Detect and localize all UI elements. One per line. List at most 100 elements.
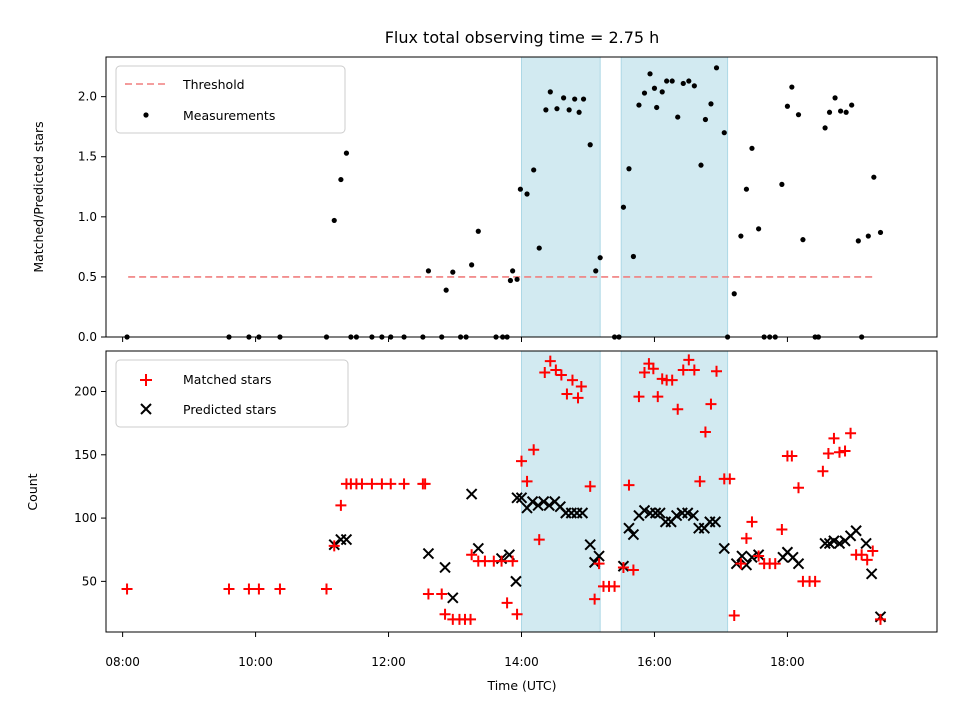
measurement-point [636, 102, 642, 108]
measurement-point [514, 276, 520, 282]
matched-star-marker [677, 364, 689, 376]
bottom-x-ticks: 08:00 10:00 12:00 14:00 16:00 18:00 [105, 632, 805, 669]
measurement-point [450, 269, 456, 275]
matched-star-marker [253, 583, 265, 595]
matched-star-marker [566, 374, 578, 386]
matched-star-marker [874, 613, 886, 625]
bottom-y-axis-label: Count [25, 473, 40, 510]
matched-star-marker [861, 554, 873, 566]
matched-stars-points [121, 354, 886, 625]
y-tick-label: 2.0 [78, 90, 97, 104]
predicted-star-marker [588, 556, 601, 569]
measurement-point [641, 90, 648, 96]
predicted-star-marker [537, 495, 550, 508]
matched-star-marker [356, 478, 368, 490]
measurement-point [795, 112, 802, 118]
matched-star-marker [501, 597, 513, 609]
measurement-point [626, 166, 632, 172]
matched-star-marker [728, 610, 740, 622]
measurement-point [543, 107, 549, 113]
measurement-point [469, 262, 475, 268]
measurement-point [708, 101, 714, 107]
matched-star-marker [753, 550, 765, 562]
predicted-star-marker [850, 525, 862, 537]
matched-star-marker [589, 593, 601, 605]
x-tick-label: 16:00 [637, 655, 672, 669]
measurement-point [343, 150, 350, 156]
measurement-point [554, 106, 560, 112]
matched-star-marker [550, 364, 562, 376]
observing-window-shade [521, 350, 601, 633]
matched-star-marker [699, 426, 711, 438]
predicted-star-marker [623, 522, 635, 534]
measurement-point [620, 204, 627, 210]
matched-star-marker [828, 432, 840, 444]
measurement-point [587, 142, 593, 148]
measurement-point [425, 268, 432, 274]
measurement-point [338, 176, 344, 183]
matched-star-marker [638, 367, 650, 379]
measurement-point [664, 78, 670, 84]
predicted-star-marker [576, 507, 589, 519]
predicted-star-marker [593, 550, 605, 562]
matched-star-marker [436, 588, 448, 600]
measurement-point [517, 186, 523, 192]
measurement-point [597, 255, 603, 261]
measurement-point [580, 96, 587, 102]
measurement-point [524, 191, 530, 197]
measurement-point [713, 65, 720, 71]
measurement-point [561, 95, 567, 101]
legend-measurements-label: Measurements [183, 108, 275, 123]
top-y-axis-label: Matched/Predicted stars [31, 121, 46, 272]
measurement-point [743, 186, 750, 192]
matched-star-marker [839, 445, 851, 457]
measurement-point [659, 89, 665, 95]
legend-threshold-label: Threshold [182, 77, 245, 92]
matched-star-marker [385, 478, 397, 490]
matched-star-marker [320, 583, 332, 595]
matched-star-marker [274, 583, 286, 595]
x-tick-label: 08:00 [105, 655, 140, 669]
measurement-point [826, 109, 833, 115]
matched-star-marker [572, 392, 584, 404]
predicted-star-marker [736, 550, 748, 562]
measurement-point [849, 102, 855, 108]
matched-star-marker [809, 575, 821, 587]
y-tick-label: 0.0 [78, 330, 97, 344]
top-legend: Threshold Measurements [115, 65, 346, 134]
matched-star-marker [623, 479, 635, 491]
predicted-star-marker [465, 488, 478, 500]
x-tick-label: 14:00 [504, 655, 539, 669]
matched-star-marker [793, 482, 804, 494]
x-tick-label: 12:00 [371, 655, 406, 669]
x-tick-label: 10:00 [238, 655, 273, 669]
measurement-point [686, 78, 692, 84]
measurement-point [675, 114, 681, 120]
matched-star-marker [705, 398, 717, 410]
predicted-star-marker [792, 557, 805, 570]
x-axis-label: Time (UTC) [486, 678, 556, 693]
matched-star-marker [688, 364, 700, 376]
matched-star-marker [617, 561, 629, 573]
matched-star-marker [328, 540, 340, 552]
predicted-star-marker [511, 492, 523, 504]
matched-star-marker [867, 545, 879, 557]
predicted-star-marker [860, 537, 872, 550]
measurement-point [443, 287, 449, 293]
measurement-point [832, 95, 838, 101]
measurement-point [576, 109, 582, 115]
x-tick-label: 18:00 [770, 655, 805, 669]
measurement-point [738, 233, 744, 239]
matched-star-marker [845, 427, 857, 439]
matched-star-marker [593, 558, 605, 570]
legend-predicted-swatch [140, 403, 152, 415]
measurement-point [721, 130, 727, 136]
matched-star-marker [439, 608, 451, 620]
matched-star-marker [466, 549, 478, 561]
predicted-star-marker [340, 533, 353, 546]
y-tick-label: 200 [74, 385, 97, 399]
predicted-star-marker [515, 492, 528, 504]
matched-star-marker [366, 478, 378, 490]
measurement-point [566, 107, 572, 113]
